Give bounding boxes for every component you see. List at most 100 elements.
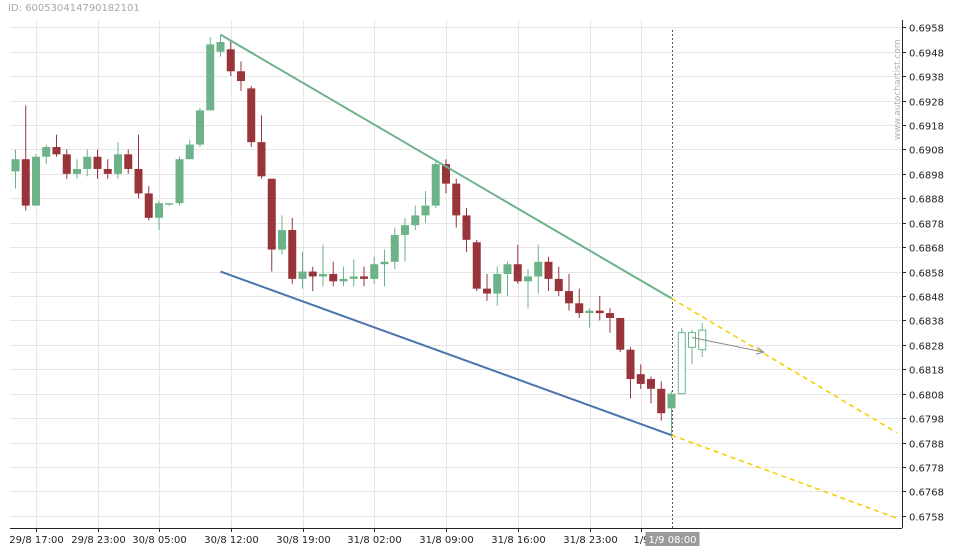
candle	[565, 274, 573, 311]
candle-body	[595, 310, 604, 314]
candle	[657, 381, 666, 421]
candle	[595, 295, 604, 321]
candle	[144, 186, 153, 221]
x-tick-label: 30/8 19:00	[276, 535, 330, 546]
candle	[616, 317, 625, 353]
y-tick-label: 0.6888	[909, 195, 944, 206]
candle	[93, 149, 102, 179]
candle	[401, 217, 409, 262]
candle	[636, 364, 645, 389]
candle	[216, 34, 225, 57]
y-tick-label: 0.6908	[909, 146, 944, 157]
candle-body	[93, 156, 102, 169]
support-line	[220, 270, 672, 437]
y-tick-label: 0.6768	[909, 488, 944, 499]
candle-body	[616, 317, 625, 350]
y-tick-label: 0.6778	[909, 464, 944, 475]
candle-body	[329, 274, 338, 282]
candle-body	[360, 276, 368, 279]
candle	[206, 37, 215, 111]
candle	[585, 308, 594, 328]
candle-body	[524, 276, 532, 282]
candle	[483, 274, 491, 301]
y-tick-label: 0.6808	[909, 391, 944, 402]
y-tick-label: 0.6758	[909, 513, 944, 524]
y-tick-label: 0.6938	[909, 73, 944, 84]
axes	[10, 20, 906, 532]
candle	[114, 142, 122, 179]
watermark-text: www.autochartist.com	[893, 39, 903, 140]
candle	[575, 288, 584, 318]
candle	[11, 149, 20, 189]
candle-body	[503, 264, 512, 274]
candle-body	[513, 264, 522, 282]
candle-body	[339, 278, 348, 282]
candle-body	[134, 168, 143, 194]
candle-body	[144, 193, 153, 218]
candle-body	[442, 164, 450, 184]
candle	[83, 149, 92, 177]
candle-body	[585, 310, 594, 314]
candle	[124, 149, 133, 174]
candle	[503, 261, 512, 296]
candle	[32, 154, 40, 206]
candle	[165, 203, 174, 206]
y-tick-label: 0.6838	[909, 317, 944, 328]
candle-body	[103, 168, 112, 174]
candle	[411, 205, 420, 231]
candle	[134, 134, 143, 199]
candle	[267, 178, 276, 272]
candle-body	[667, 393, 676, 409]
x-tick-label: 31/8 23:00	[563, 535, 617, 546]
candle	[544, 256, 553, 292]
forecast-arrow-line	[691, 337, 764, 353]
candle	[155, 200, 163, 231]
candle-body	[544, 261, 553, 279]
y-tick-label: 0.6918	[909, 122, 944, 133]
candle	[524, 269, 532, 309]
candle-body	[298, 271, 307, 279]
y-tick-label: 0.6948	[909, 49, 944, 60]
y-tick-label: 0.6828	[909, 342, 944, 353]
resistance-line	[219, 33, 673, 300]
candle	[247, 85, 256, 147]
candle	[688, 330, 696, 365]
y-tick-label: 0.6818	[909, 366, 944, 377]
candle	[185, 139, 194, 160]
x-tick-label: 29/8 17:00	[9, 535, 63, 546]
candle	[554, 266, 563, 296]
trend-lines	[219, 33, 898, 519]
x-tick-label: 30/8 05:00	[132, 535, 186, 546]
candle	[390, 227, 399, 270]
candle-body	[52, 147, 61, 155]
candle-body	[21, 159, 30, 206]
forecast-arrow-head	[755, 346, 765, 355]
candle-body	[606, 313, 614, 318]
candle-body	[431, 164, 440, 206]
x-tick-label: 1/9	[633, 535, 649, 546]
candle	[226, 39, 235, 77]
candle-body	[349, 276, 358, 279]
candle-body	[185, 144, 194, 160]
candle-body	[124, 154, 133, 169]
chart-id-label: ID: 600530414790182101	[8, 3, 140, 14]
candle	[52, 134, 61, 157]
candle-body	[472, 242, 481, 289]
candle-body	[42, 147, 51, 157]
candle	[626, 347, 635, 399]
candle	[103, 159, 112, 179]
candle-body	[554, 278, 563, 292]
candle	[472, 239, 481, 292]
candle-body	[175, 159, 184, 204]
y-tick-label: 0.6898	[909, 171, 944, 182]
candle-body	[267, 178, 276, 250]
candle-body	[237, 71, 245, 82]
candle-body	[647, 379, 655, 389]
candle-body	[657, 388, 666, 414]
candle	[606, 308, 614, 333]
candle-body	[401, 225, 409, 235]
x-tick-label: 29/8 23:00	[71, 535, 125, 546]
candle-body	[565, 291, 573, 304]
candle-body	[483, 288, 491, 294]
